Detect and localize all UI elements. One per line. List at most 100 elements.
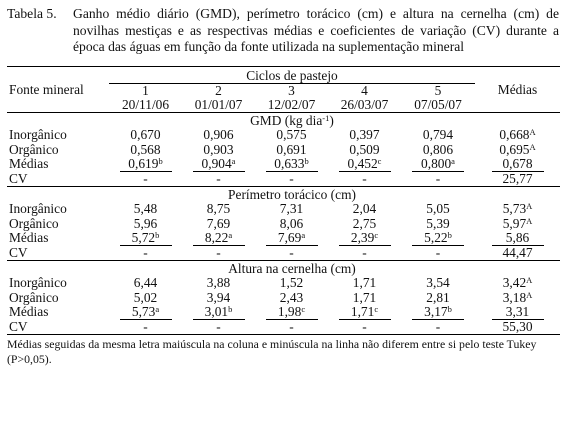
cell-value-wrap: 0,806 (412, 142, 464, 157)
table-row: CV - - - - - 55,30 (7, 319, 561, 336)
table-caption: Tabela 5. Ganho médio diário (GMD), perí… (7, 6, 559, 56)
table-cell: 0,509 (328, 142, 401, 157)
cell-value: 5,05 (426, 201, 450, 217)
table-cell: 0,906 (182, 128, 255, 142)
cell-value: - (143, 170, 148, 186)
table-cell: 3,94 (182, 289, 255, 305)
table-cell: - (401, 319, 476, 336)
section-title-text: GMD (kg dia (250, 113, 323, 129)
cell-value-wrap: 5,02 (120, 290, 172, 305)
mean-cell: 3,31 (475, 304, 560, 320)
cell-superscript: c (377, 155, 382, 166)
mean-cell: 3,18A (475, 290, 560, 305)
cell-value-wrap: - (193, 319, 245, 334)
table-cell: 8,06 (255, 215, 328, 231)
cell-superscript: b (447, 303, 452, 314)
mean-superscript: A (529, 141, 536, 152)
cell-value-wrap: 3,17b (412, 303, 464, 320)
cell-superscript: b (155, 229, 160, 240)
mean-value-wrap: 44,47 (492, 245, 544, 260)
cell-value: 7,69 (277, 229, 302, 245)
cell-value-wrap: 2,81 (412, 290, 464, 305)
row-label: Médias (9, 230, 49, 246)
table-cell: 0,904a (182, 156, 255, 172)
cell-value: 2,39 (350, 229, 375, 245)
cell-value: 5,48 (133, 201, 158, 217)
cell-value-wrap: 6,44 (120, 276, 172, 290)
cell-value: 8,06 (279, 215, 304, 231)
table-cell: 0,670 (109, 128, 182, 142)
mean-cell: 25,77 (475, 171, 561, 188)
table-row: Médias 5,72b 8,22a 7,69a 2,39c 5,22b 5,86 (7, 229, 560, 246)
table-cell: 2,75 (328, 216, 401, 231)
mean-cell: 5,73A (475, 202, 560, 216)
cell-value-wrap: 0,509 (339, 142, 391, 157)
mean-cell: 5,97A (475, 215, 560, 231)
mean-value-wrap: 0,695A (492, 141, 544, 157)
cell-superscript: b (447, 229, 452, 240)
cell-value-wrap: 1,71 (339, 290, 391, 305)
mean-value: 0,678 (502, 155, 533, 171)
cell-value-wrap: - (339, 319, 391, 334)
cell-value-wrap: - (339, 245, 391, 260)
cell-value-wrap: - (120, 319, 172, 334)
cell-value-wrap: 5,72b (119, 229, 172, 246)
cell-value-wrap: 0,906 (193, 128, 245, 142)
section-title-row: Perímetro torácico (cm) (7, 186, 561, 203)
table-cell: 0,806 (401, 142, 475, 157)
table-cell: 0,575 (255, 128, 328, 142)
row-label: Médias (9, 304, 49, 320)
cell-value-wrap: - (120, 245, 172, 260)
cell-value: 5,96 (133, 215, 158, 231)
row-label: CV (7, 171, 109, 188)
mean-cell: 0,678 (475, 155, 560, 172)
table-cell: 7,31 (255, 202, 328, 216)
section-title-row: Altura na cernelha (cm) (7, 260, 561, 277)
row-label: Inorgânico (9, 275, 67, 291)
section-title-spacer (475, 112, 561, 129)
mean-cell: 3,42A (475, 276, 560, 290)
table-cell: - (109, 245, 182, 262)
cell-value-wrap: 0,452c (338, 155, 391, 172)
table-cell: 5,73a (109, 304, 182, 320)
mean-superscript: A (526, 201, 533, 212)
mean-value-wrap: 3,31 (491, 304, 544, 320)
table-cell: 0,397 (328, 128, 401, 142)
cell-value: 7,69 (206, 215, 231, 231)
table-cell: 2,43 (255, 289, 328, 305)
cell-superscript: c (374, 303, 379, 314)
cell-value: 3,01 (204, 303, 229, 319)
section-title-spacer (7, 260, 109, 277)
mean-superscript: A (526, 275, 533, 286)
cell-value-wrap: 3,54 (412, 276, 464, 290)
table-cell: 0,691 (255, 142, 328, 157)
table-cell: 7,69a (255, 229, 328, 246)
cell-value-wrap: 7,69a (265, 229, 318, 246)
table-cell: - (182, 171, 255, 188)
table-cell: - (182, 319, 255, 336)
cycles-group-label: Ciclos de pastejo (246, 67, 338, 83)
mean-value-wrap: 0,668A (492, 128, 544, 142)
table-cell: 3,54 (401, 276, 475, 290)
cell-value: 2,43 (279, 289, 304, 305)
cell-value: 0,452 (347, 155, 378, 171)
table-cell: 1,71c (328, 303, 401, 320)
table-row: Inorgânico 6,44 3,88 1,52 1,71 3,54 3,42A (7, 276, 560, 290)
cell-value: 3,94 (206, 289, 231, 305)
mean-value: 5,86 (505, 229, 530, 245)
cell-value: 5,22 (424, 229, 448, 245)
table-cell: 0,568 (109, 142, 182, 157)
mean-superscript: A (526, 215, 533, 226)
cell-value: 8,22 (204, 229, 229, 245)
table-cell: 6,44 (109, 276, 182, 290)
mean-value: 3,42 (502, 275, 527, 291)
table-cell: - (401, 245, 476, 262)
mean-superscript: A (529, 127, 536, 138)
section-title: Altura na cernelha (cm) (109, 260, 476, 277)
cell-value-wrap: - (266, 171, 318, 186)
cell-value: 0,800 (421, 155, 452, 171)
cell-value: 1,98 (277, 303, 302, 319)
row-label: Orgânico (9, 289, 59, 305)
cell-value-wrap: 0,903 (193, 142, 245, 157)
mean-value-wrap: 3,18A (492, 290, 544, 305)
